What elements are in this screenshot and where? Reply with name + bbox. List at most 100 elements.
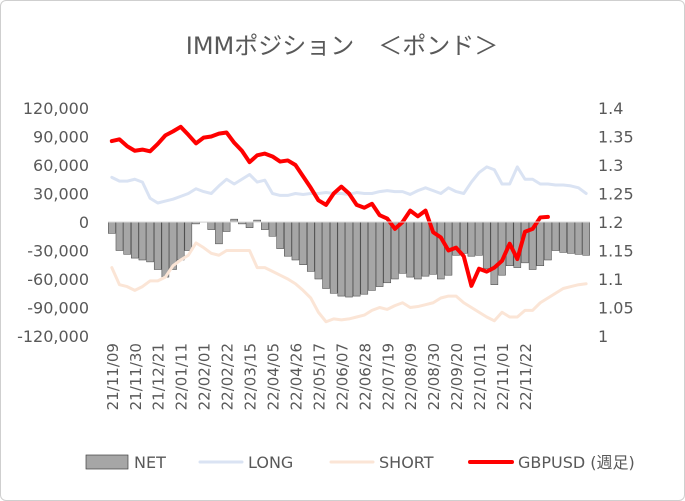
net-bar — [383, 221, 392, 284]
legend-label: SHORT — [379, 453, 434, 472]
net-bar — [207, 221, 216, 230]
net-bar — [261, 221, 269, 230]
legend-label: GBPUSD (週足) — [518, 453, 635, 472]
right-tick-label: 1.35 — [598, 128, 634, 147]
net-bar — [161, 221, 170, 278]
net-bar — [153, 221, 162, 270]
x-tick-label: 21/12/21 — [150, 343, 168, 410]
right-tick-label: 1.15 — [598, 242, 634, 261]
x-tick-label: 22/11/22 — [517, 343, 535, 410]
x-tick-label: 22/07/19 — [379, 343, 397, 410]
left-tick-label: -60,000 — [27, 270, 89, 289]
x-tick-label: 22/05/17 — [310, 343, 328, 410]
net-bar — [306, 221, 315, 272]
net-bar — [131, 221, 139, 259]
x-tick-label: 22/02/22 — [219, 343, 237, 410]
net-bar — [360, 221, 369, 295]
left-tick-label: 0 — [79, 213, 89, 232]
net-bar — [414, 221, 422, 280]
x-tick-label: 21/11/09 — [104, 343, 122, 410]
x-axis-ticks: 21/11/09 21/11/30 21/12/21 22/01/11 22/02/01… — [104, 343, 535, 410]
net-bar — [582, 221, 590, 256]
legend-swatch-net — [85, 454, 129, 470]
net-bar — [276, 221, 284, 249]
net-bar — [176, 221, 185, 261]
net-bar — [291, 221, 300, 261]
net-bar — [406, 221, 414, 278]
net-bar — [482, 221, 491, 269]
net-bar — [421, 221, 430, 277]
net-bar — [567, 221, 575, 254]
left-tick-label: 30,000 — [33, 185, 89, 204]
net-bar — [138, 221, 147, 261]
net-bar — [352, 221, 361, 297]
net-bar — [322, 221, 330, 289]
net-bar — [490, 221, 499, 285]
net-bar — [314, 221, 323, 280]
net-bar — [337, 221, 346, 297]
x-tick-label: 22/10/11 — [471, 343, 489, 410]
net-bar — [536, 221, 545, 266]
legend: NET LONG SHORT GBPUSD (週足) — [85, 453, 635, 472]
net-bar — [108, 221, 116, 234]
net-bar — [146, 221, 154, 263]
net-bar — [551, 221, 560, 251]
net-bar — [437, 221, 445, 280]
net-bar — [222, 221, 231, 232]
x-tick-label: 22/11/01 — [494, 343, 512, 410]
x-tick-label: 22/04/26 — [287, 343, 305, 410]
right-tick-label: 1.4 — [598, 99, 623, 118]
x-tick-label: 21/11/30 — [127, 343, 145, 410]
x-tick-label: 22/08/30 — [425, 343, 443, 410]
series-line-gbpusd — [109, 124, 550, 288]
legend-label: NET — [134, 453, 166, 472]
net-bar — [498, 221, 506, 276]
right-tick-label: 1.3 — [598, 156, 623, 175]
left-tick-label: 60,000 — [33, 156, 89, 175]
left-tick-label: 90,000 — [33, 128, 89, 147]
net-bar — [268, 221, 277, 237]
right-tick-label: 1.25 — [598, 185, 634, 204]
net-bar — [284, 221, 292, 257]
net-bar — [467, 221, 476, 257]
net-bar — [245, 221, 254, 228]
net-bar — [299, 221, 307, 265]
net-bar — [184, 221, 193, 251]
x-tick-label: 22/03/15 — [242, 343, 260, 410]
net-bar — [215, 221, 223, 245]
x-tick-label: 22/04/05 — [264, 343, 282, 410]
net-bar — [398, 221, 407, 274]
net-bar — [574, 221, 583, 255]
net-bars — [108, 218, 590, 298]
net-bar — [123, 221, 131, 255]
chart-title: IMMポジション ＜ポンド＞ — [186, 32, 499, 60]
left-tick-label: -90,000 — [27, 299, 89, 318]
right-tick-label: 1 — [598, 327, 608, 346]
x-tick-label: 22/09/20 — [448, 343, 466, 410]
x-tick-label: 22/06/07 — [333, 343, 351, 410]
x-tick-label: 22/06/28 — [356, 343, 374, 410]
net-bar — [544, 221, 552, 261]
net-bar — [368, 221, 376, 291]
net-bar — [375, 221, 384, 287]
net-bar — [475, 221, 483, 256]
net-bar — [459, 221, 468, 254]
left-tick-label: -30,000 — [27, 242, 89, 261]
net-bar — [559, 221, 567, 253]
net-bar — [329, 221, 338, 294]
series-line-short — [110, 241, 588, 324]
net-bar — [115, 221, 124, 251]
series-lines — [109, 124, 588, 324]
left-axis-ticks: 120,000 90,000 60,000 30,000 0 -30,000 -60,000… — [17, 99, 89, 346]
x-tick-label: 22/02/01 — [196, 343, 214, 410]
right-tick-label: 1.05 — [598, 299, 634, 318]
legend-label: LONG — [248, 453, 293, 472]
left-tick-label: 120,000 — [23, 99, 89, 118]
right-tick-label: 1.1 — [598, 270, 623, 289]
right-tick-label: 1.2 — [598, 213, 623, 232]
series-line-long — [110, 165, 588, 205]
x-tick-label: 22/01/11 — [173, 343, 191, 410]
net-bar — [345, 221, 353, 298]
x-tick-label: 22/08/09 — [402, 343, 420, 410]
